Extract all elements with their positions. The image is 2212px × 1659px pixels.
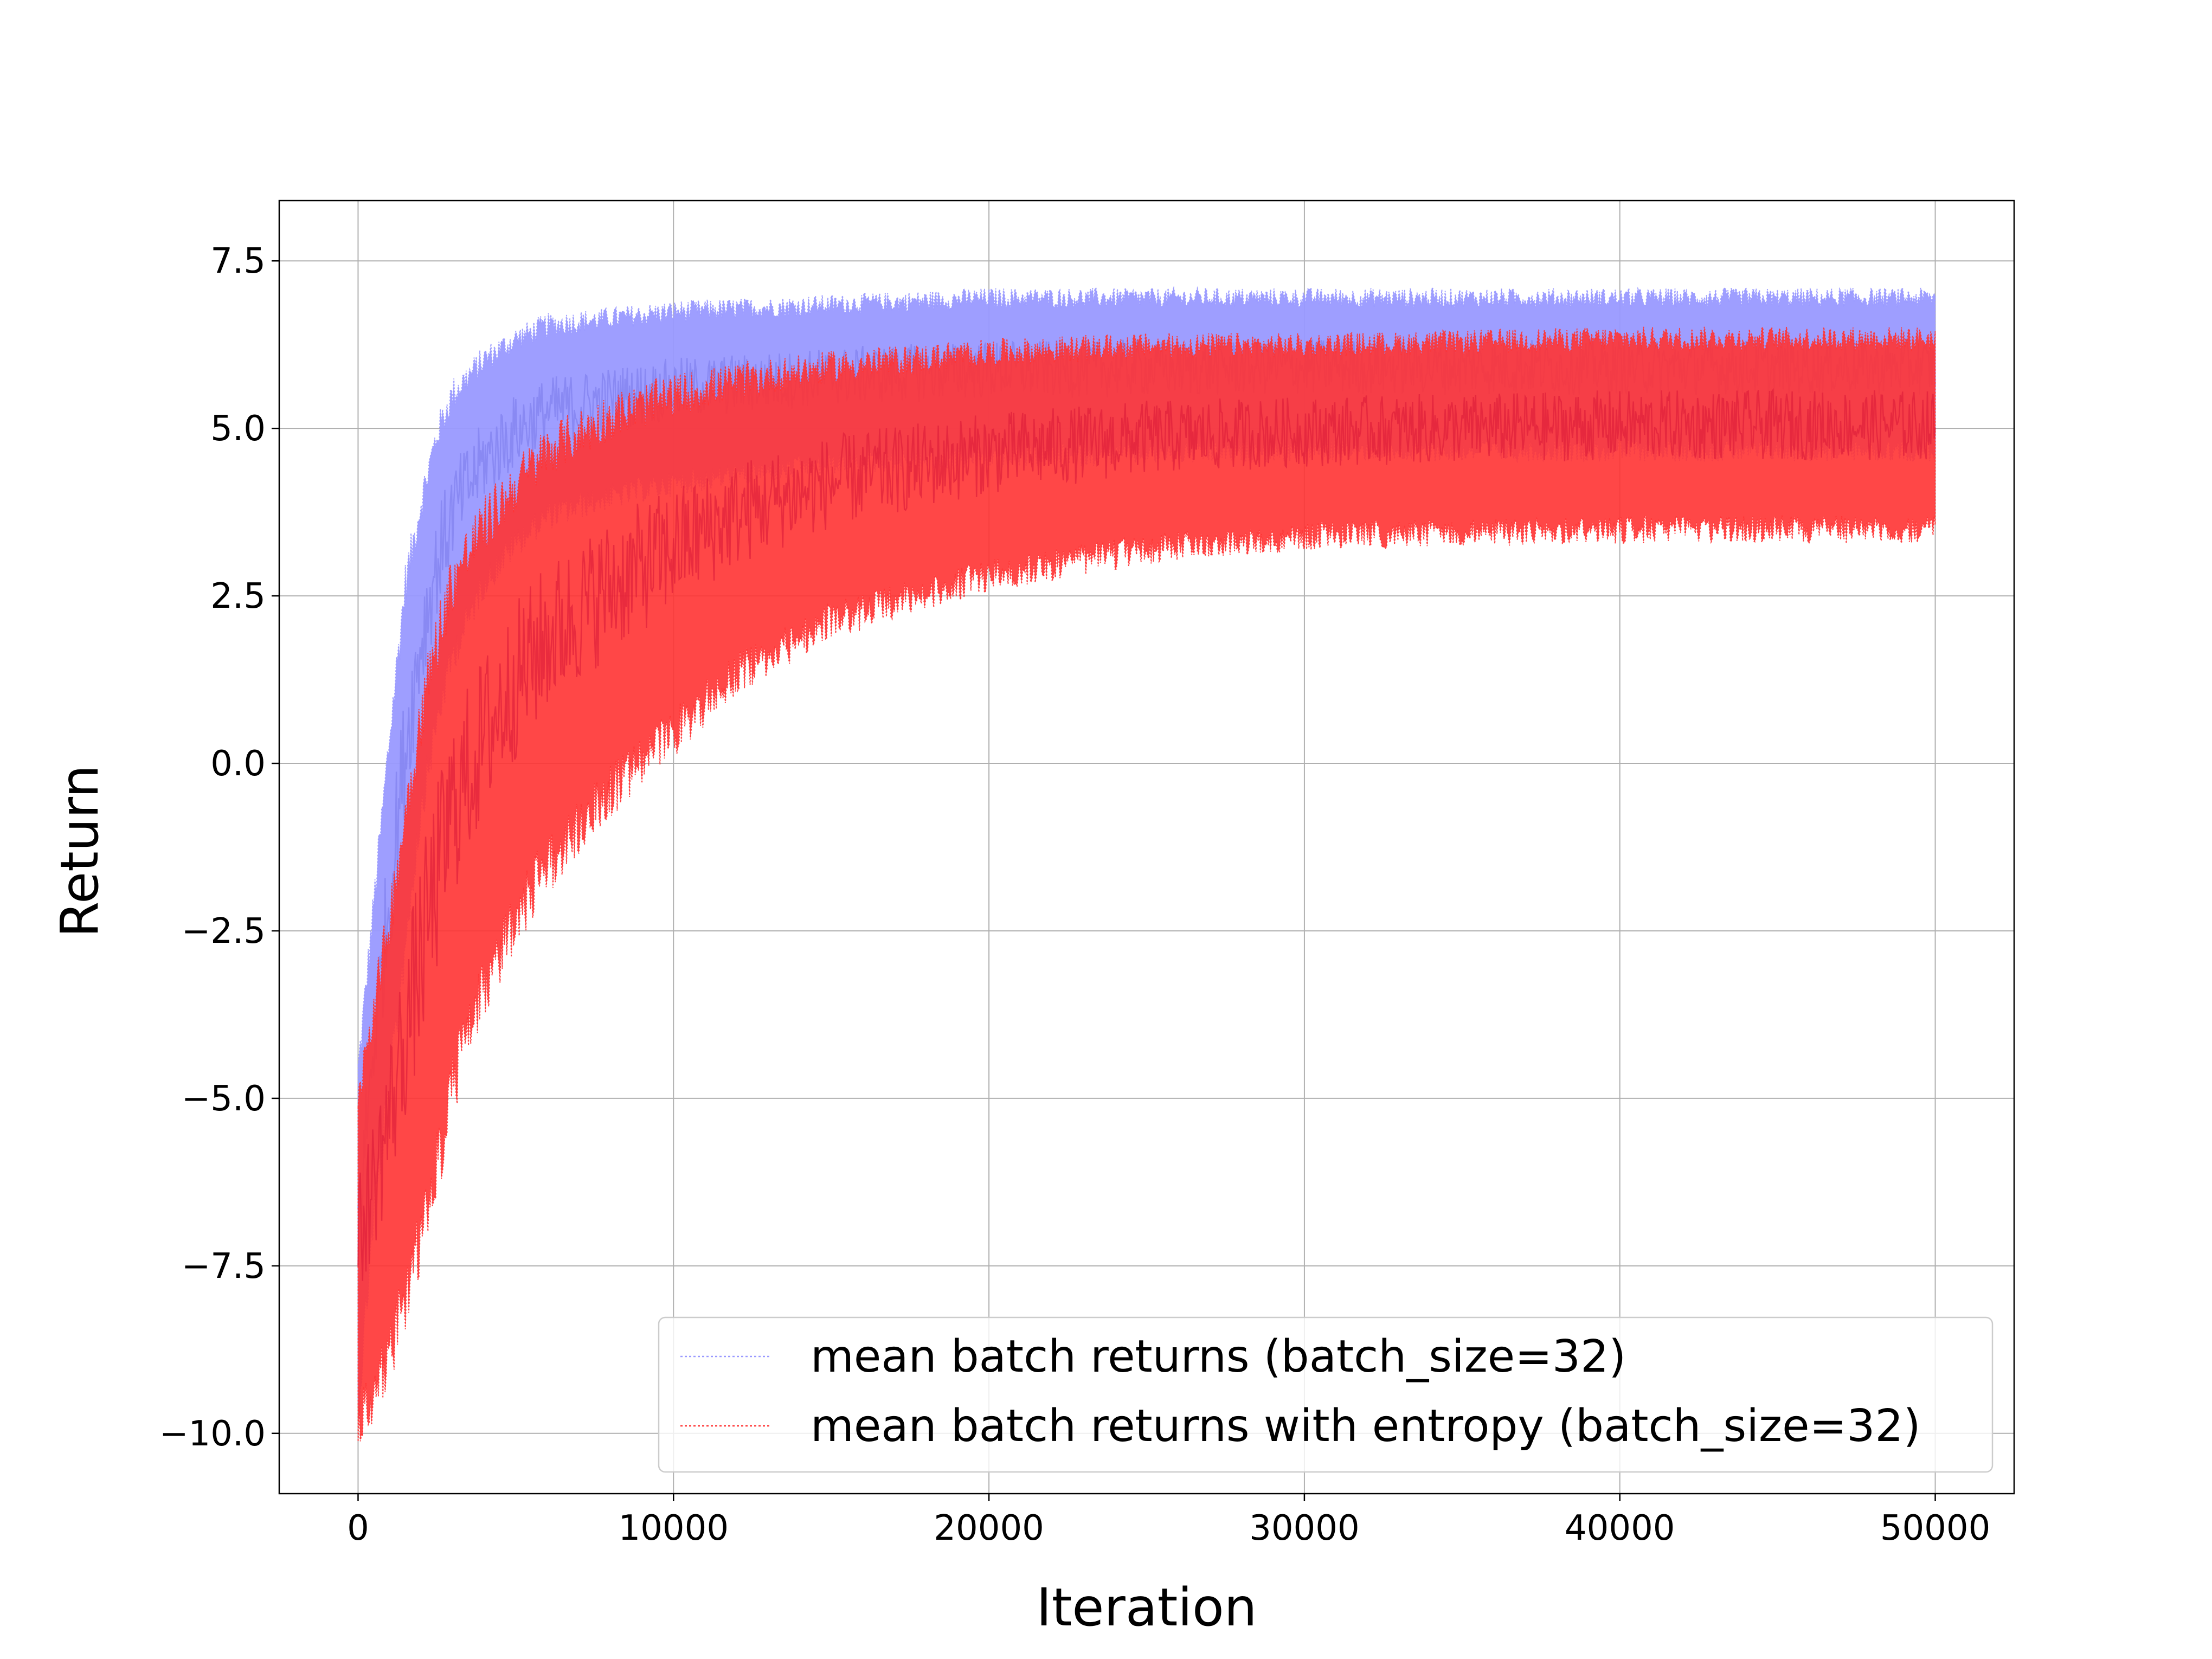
x-tick-label: 20000	[934, 1508, 1044, 1548]
y-tick-label: 2.5	[210, 576, 266, 616]
y-tick-label: 0.0	[210, 744, 266, 784]
x-tick-label: 10000	[618, 1508, 729, 1548]
plot-frame	[278, 200, 2015, 1495]
y-tick-label: −7.5	[182, 1246, 266, 1287]
legend-label-red: mean batch returns with entropy (batch_s…	[811, 1400, 1921, 1452]
legend-label-blue: mean batch returns (batch_size=32)	[811, 1331, 1626, 1382]
series-line-1	[357, 388, 1936, 1281]
y-tick-label: −5.0	[182, 1079, 266, 1119]
x-axis-label: Iteration	[1036, 1577, 1257, 1638]
y-tick-label: 7.5	[210, 241, 266, 281]
x-tick-label: 40000	[1565, 1508, 1675, 1548]
ticks: 0 10000 20000 30000 40000 50000 −10.0 −7.5 −5.0 −…	[159, 241, 1990, 1548]
y-tick-label: −2.5	[182, 911, 266, 951]
series-band-1	[357, 326, 1936, 1442]
y-axis-label: Return	[49, 765, 110, 938]
legend-box	[658, 1316, 1994, 1473]
y-tick-label: 5.0	[210, 409, 266, 449]
y-tick-label: −10.0	[159, 1414, 266, 1454]
series-bands	[357, 286, 1936, 1442]
x-tick-label: 50000	[1880, 1508, 1991, 1548]
legend: mean batch returns (batch_size=32) mean …	[658, 1316, 1994, 1473]
x-tick-label: 30000	[1249, 1508, 1360, 1548]
series-1	[357, 326, 1936, 1442]
x-tick-label: 0	[347, 1508, 369, 1548]
